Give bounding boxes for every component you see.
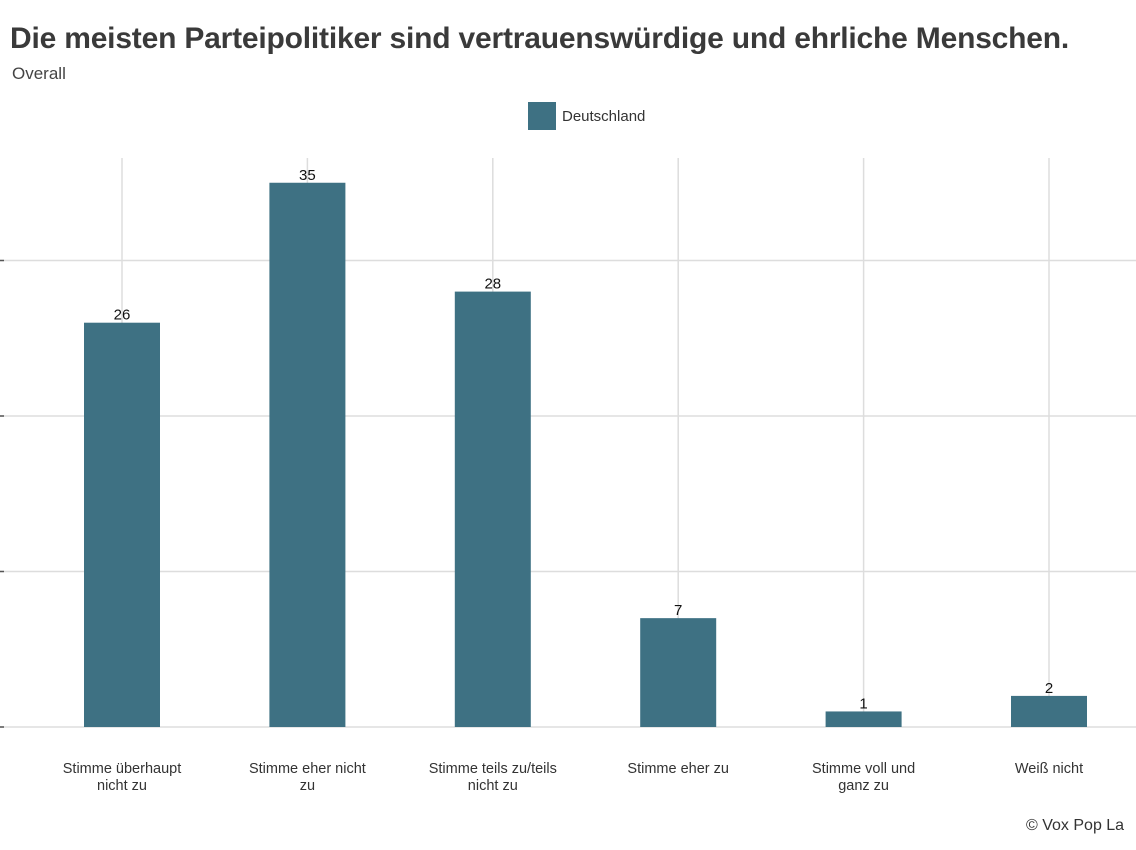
x-tick-label: Stimme voll und ganz zu [812,761,916,794]
x-tick-label: Stimme eher nicht zu [248,761,366,794]
bar-value-label: 1 [859,695,867,712]
bar [640,618,717,727]
bar-value-label: 28 [484,276,501,293]
bar-value-label: 2 [1045,680,1053,697]
bar [1011,695,1087,727]
legend-swatch [528,102,556,130]
bar-value-label: 26 [114,307,131,324]
x-tick-label: Stimme überhaupt nicht zu [62,761,182,794]
x-tick-label: Stimme eher zu [627,761,729,777]
chart-title: Die meisten Parteipolitiker sind vertrau… [10,22,1070,55]
legend: Deutschland [528,101,645,131]
x-tick-label: Weiß nicht [1014,761,1084,777]
bar [84,322,160,727]
x-tick-label: Stimme teils zu/teils nicht zu [428,761,557,794]
bar [825,711,902,727]
legend-label: Deutschland [562,107,646,125]
chart-subtitle: Overall [12,64,66,83]
credit-text: © Vox Pop La [1026,817,1125,834]
bar-value-label: 35 [299,167,316,184]
bar [269,182,346,727]
bar-value-label: 7 [674,602,682,619]
bar [454,291,531,727]
